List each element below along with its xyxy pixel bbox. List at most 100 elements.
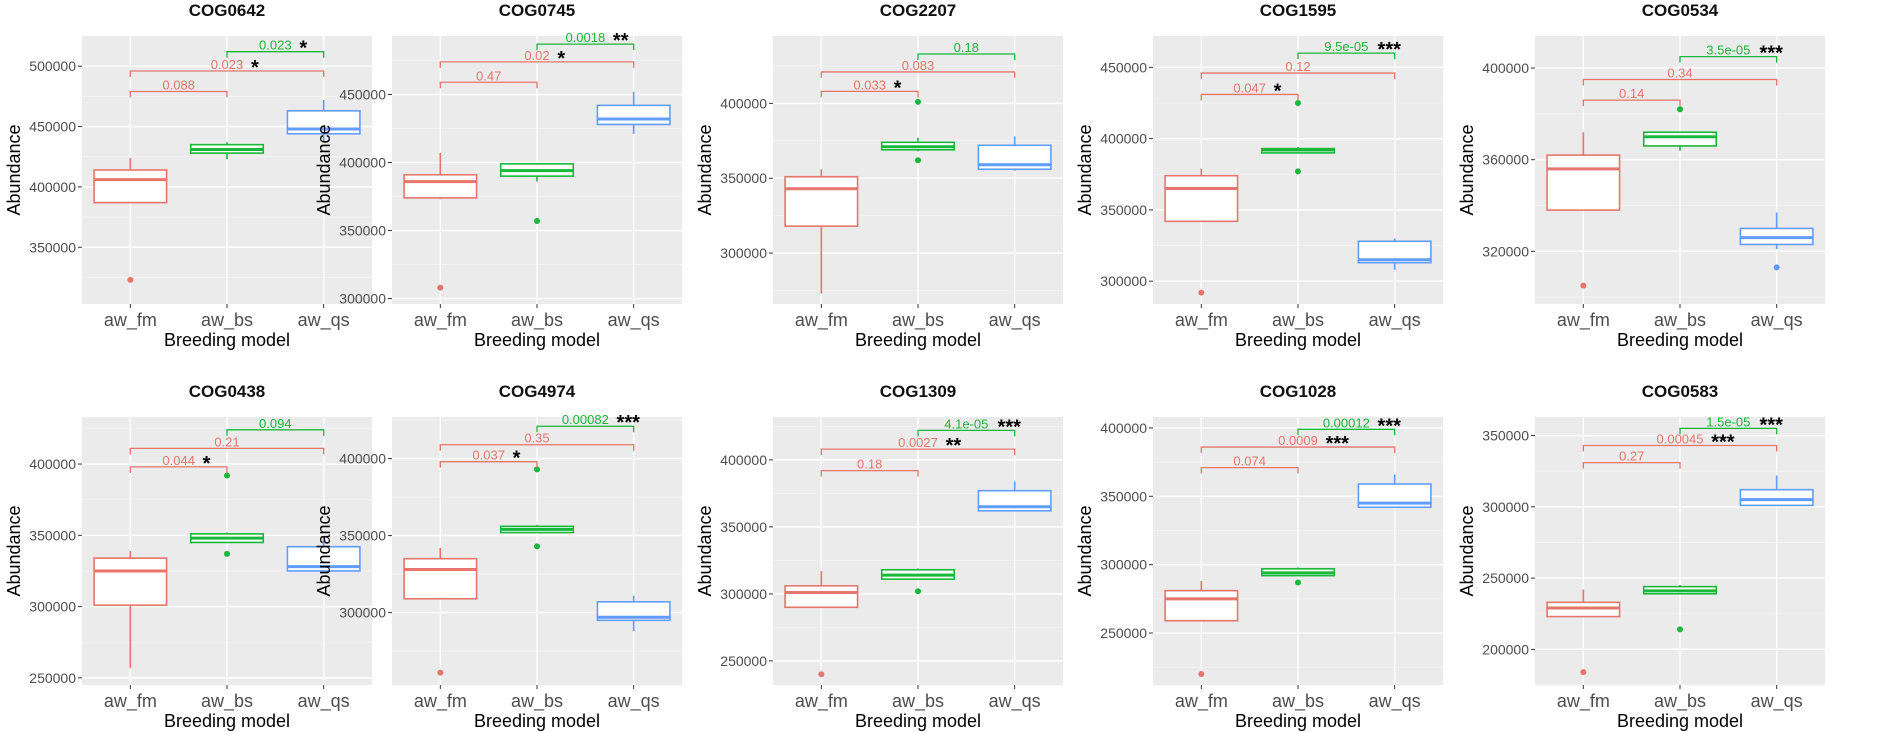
outlier-point (1198, 671, 1205, 678)
x-tick-label: aw_fm (414, 310, 467, 331)
box-aw_bs (189, 142, 265, 160)
comparison-aw_bs-aw_qs: 4.1e-05 *** (917, 416, 1022, 438)
box-aw_qs (286, 99, 361, 142)
y-tick-label: 350000 (339, 528, 386, 544)
x-axis-title: Breeding model (1235, 330, 1361, 350)
y-tick-label: 250000 (1100, 625, 1147, 641)
x-tick-label: aw_bs (892, 691, 944, 712)
y-tick-label: 350000 (29, 239, 76, 255)
p-value-label: 0.037 (472, 448, 505, 463)
p-value-label: 0.074 (1233, 454, 1266, 469)
comparison-bracket (1679, 55, 1778, 63)
comparison-aw_fm-aw_qs: 0.34 (1582, 66, 1778, 86)
box-iqr (403, 557, 478, 600)
comparison-aw_fm-aw_qs: 0.00045 *** (1582, 432, 1778, 454)
box-iqr (1357, 483, 1432, 509)
outlier-point (915, 98, 921, 105)
y-tick-label: 300000 (720, 586, 767, 602)
comparison-bracket (1582, 78, 1778, 86)
x-axis-title: Breeding model (855, 330, 981, 350)
p-value-label: 0.02 (524, 48, 549, 63)
p-value-label: 0.033 (853, 77, 886, 92)
p-value-label: 0.00082 (562, 412, 609, 427)
outlier-point (224, 550, 230, 557)
x-axis-title: Breeding model (1235, 711, 1361, 731)
p-value-label: 0.0027 (898, 435, 938, 450)
x-tick-label: aw_bs (511, 310, 563, 331)
outlier-point (1295, 168, 1301, 175)
comparison-bracket (129, 466, 228, 473)
comparison-aw_bs-aw_qs: 0.023 * (226, 38, 325, 60)
y-tick-label: 350000 (1100, 202, 1147, 218)
p-value-label: 0.023 (259, 38, 292, 53)
outlier-point (915, 588, 921, 595)
comparison-aw_fm-aw_bs: 0.27 (1582, 449, 1681, 469)
y-axis-title: Abundance (4, 124, 24, 215)
box-aw_bs (1260, 100, 1336, 175)
box-aw_bs (880, 568, 956, 595)
comparison-bracket (129, 90, 228, 98)
box-iqr (784, 585, 859, 609)
x-axis-title: Breeding model (1617, 330, 1743, 350)
y-tick-label: 450000 (339, 86, 386, 102)
box-iqr (1642, 131, 1718, 147)
y-tick-label: 350000 (720, 170, 767, 186)
box-iqr (596, 601, 671, 622)
y-tick-label: 250000 (29, 670, 76, 686)
x-tick-label: aw_fm (795, 691, 848, 712)
p-value-label: 1.5e-05 (1706, 414, 1750, 429)
comparison-bracket (1582, 444, 1778, 452)
box-aw_fm (784, 571, 859, 678)
comparison-aw_fm-aw_bs: 0.18 (820, 457, 919, 477)
comparison-aw_fm-aw_bs: 0.47 (439, 68, 538, 89)
x-tick-label: aw_qs (1751, 691, 1803, 712)
comparison-bracket (820, 90, 919, 98)
significance-stars: *** (998, 416, 1022, 438)
significance-stars: *** (617, 412, 641, 434)
comparison-bracket (1200, 93, 1299, 101)
outlier-point (127, 276, 134, 283)
p-value-label: 0.18 (857, 457, 882, 472)
significance-stars: *** (1760, 43, 1784, 65)
chart-title: COG1595 (1260, 1, 1337, 20)
chart-title: COG1028 (1260, 382, 1337, 401)
box-iqr (1739, 488, 1814, 507)
p-value-label: 0.083 (902, 58, 935, 73)
box-iqr (93, 557, 168, 606)
y-tick-label: 300000 (339, 605, 386, 621)
y-tick-label: 300000 (339, 291, 386, 307)
p-value-label: 0.18 (954, 40, 979, 55)
comparison-aw_bs-aw_qs: 9.5e-05 *** (1297, 39, 1401, 61)
p-value-label: 0.047 (1233, 80, 1266, 95)
significance-stars: * (203, 453, 211, 475)
comparison-bracket (820, 71, 1016, 78)
significance-stars: * (1274, 80, 1282, 102)
box-aw_fm (1164, 581, 1239, 678)
box-aw_qs (977, 136, 1052, 171)
significance-stars: * (557, 48, 565, 70)
box-iqr (403, 173, 478, 199)
p-value-label: 9.5e-05 (1324, 39, 1368, 54)
box-aw_bs (1260, 567, 1336, 586)
comparison-bracket (917, 53, 1016, 60)
x-axis-title: Breeding model (1617, 711, 1743, 731)
x-tick-label: aw_fm (1175, 310, 1228, 331)
x-tick-label: aw_bs (892, 310, 944, 331)
y-tick-label: 500000 (29, 58, 76, 74)
y-tick-label: 320000 (1482, 243, 1529, 259)
comparison-bracket (536, 425, 635, 433)
outlier-point (1295, 579, 1301, 586)
x-tick-label: aw_qs (298, 691, 350, 712)
x-tick-label: aw_fm (1557, 310, 1610, 331)
comparison-aw_fm-aw_qs: 0.35 (439, 431, 635, 451)
p-value-label: 0.0009 (1278, 433, 1318, 448)
chart-title: COG0583 (1642, 382, 1719, 401)
y-tick-label: 300000 (720, 245, 767, 261)
y-tick-label: 400000 (29, 179, 76, 195)
chart-title: COG0745 (499, 1, 576, 20)
x-tick-label: aw_fm (104, 691, 157, 712)
comparison-bracket (1582, 99, 1681, 107)
box-iqr (596, 104, 671, 126)
